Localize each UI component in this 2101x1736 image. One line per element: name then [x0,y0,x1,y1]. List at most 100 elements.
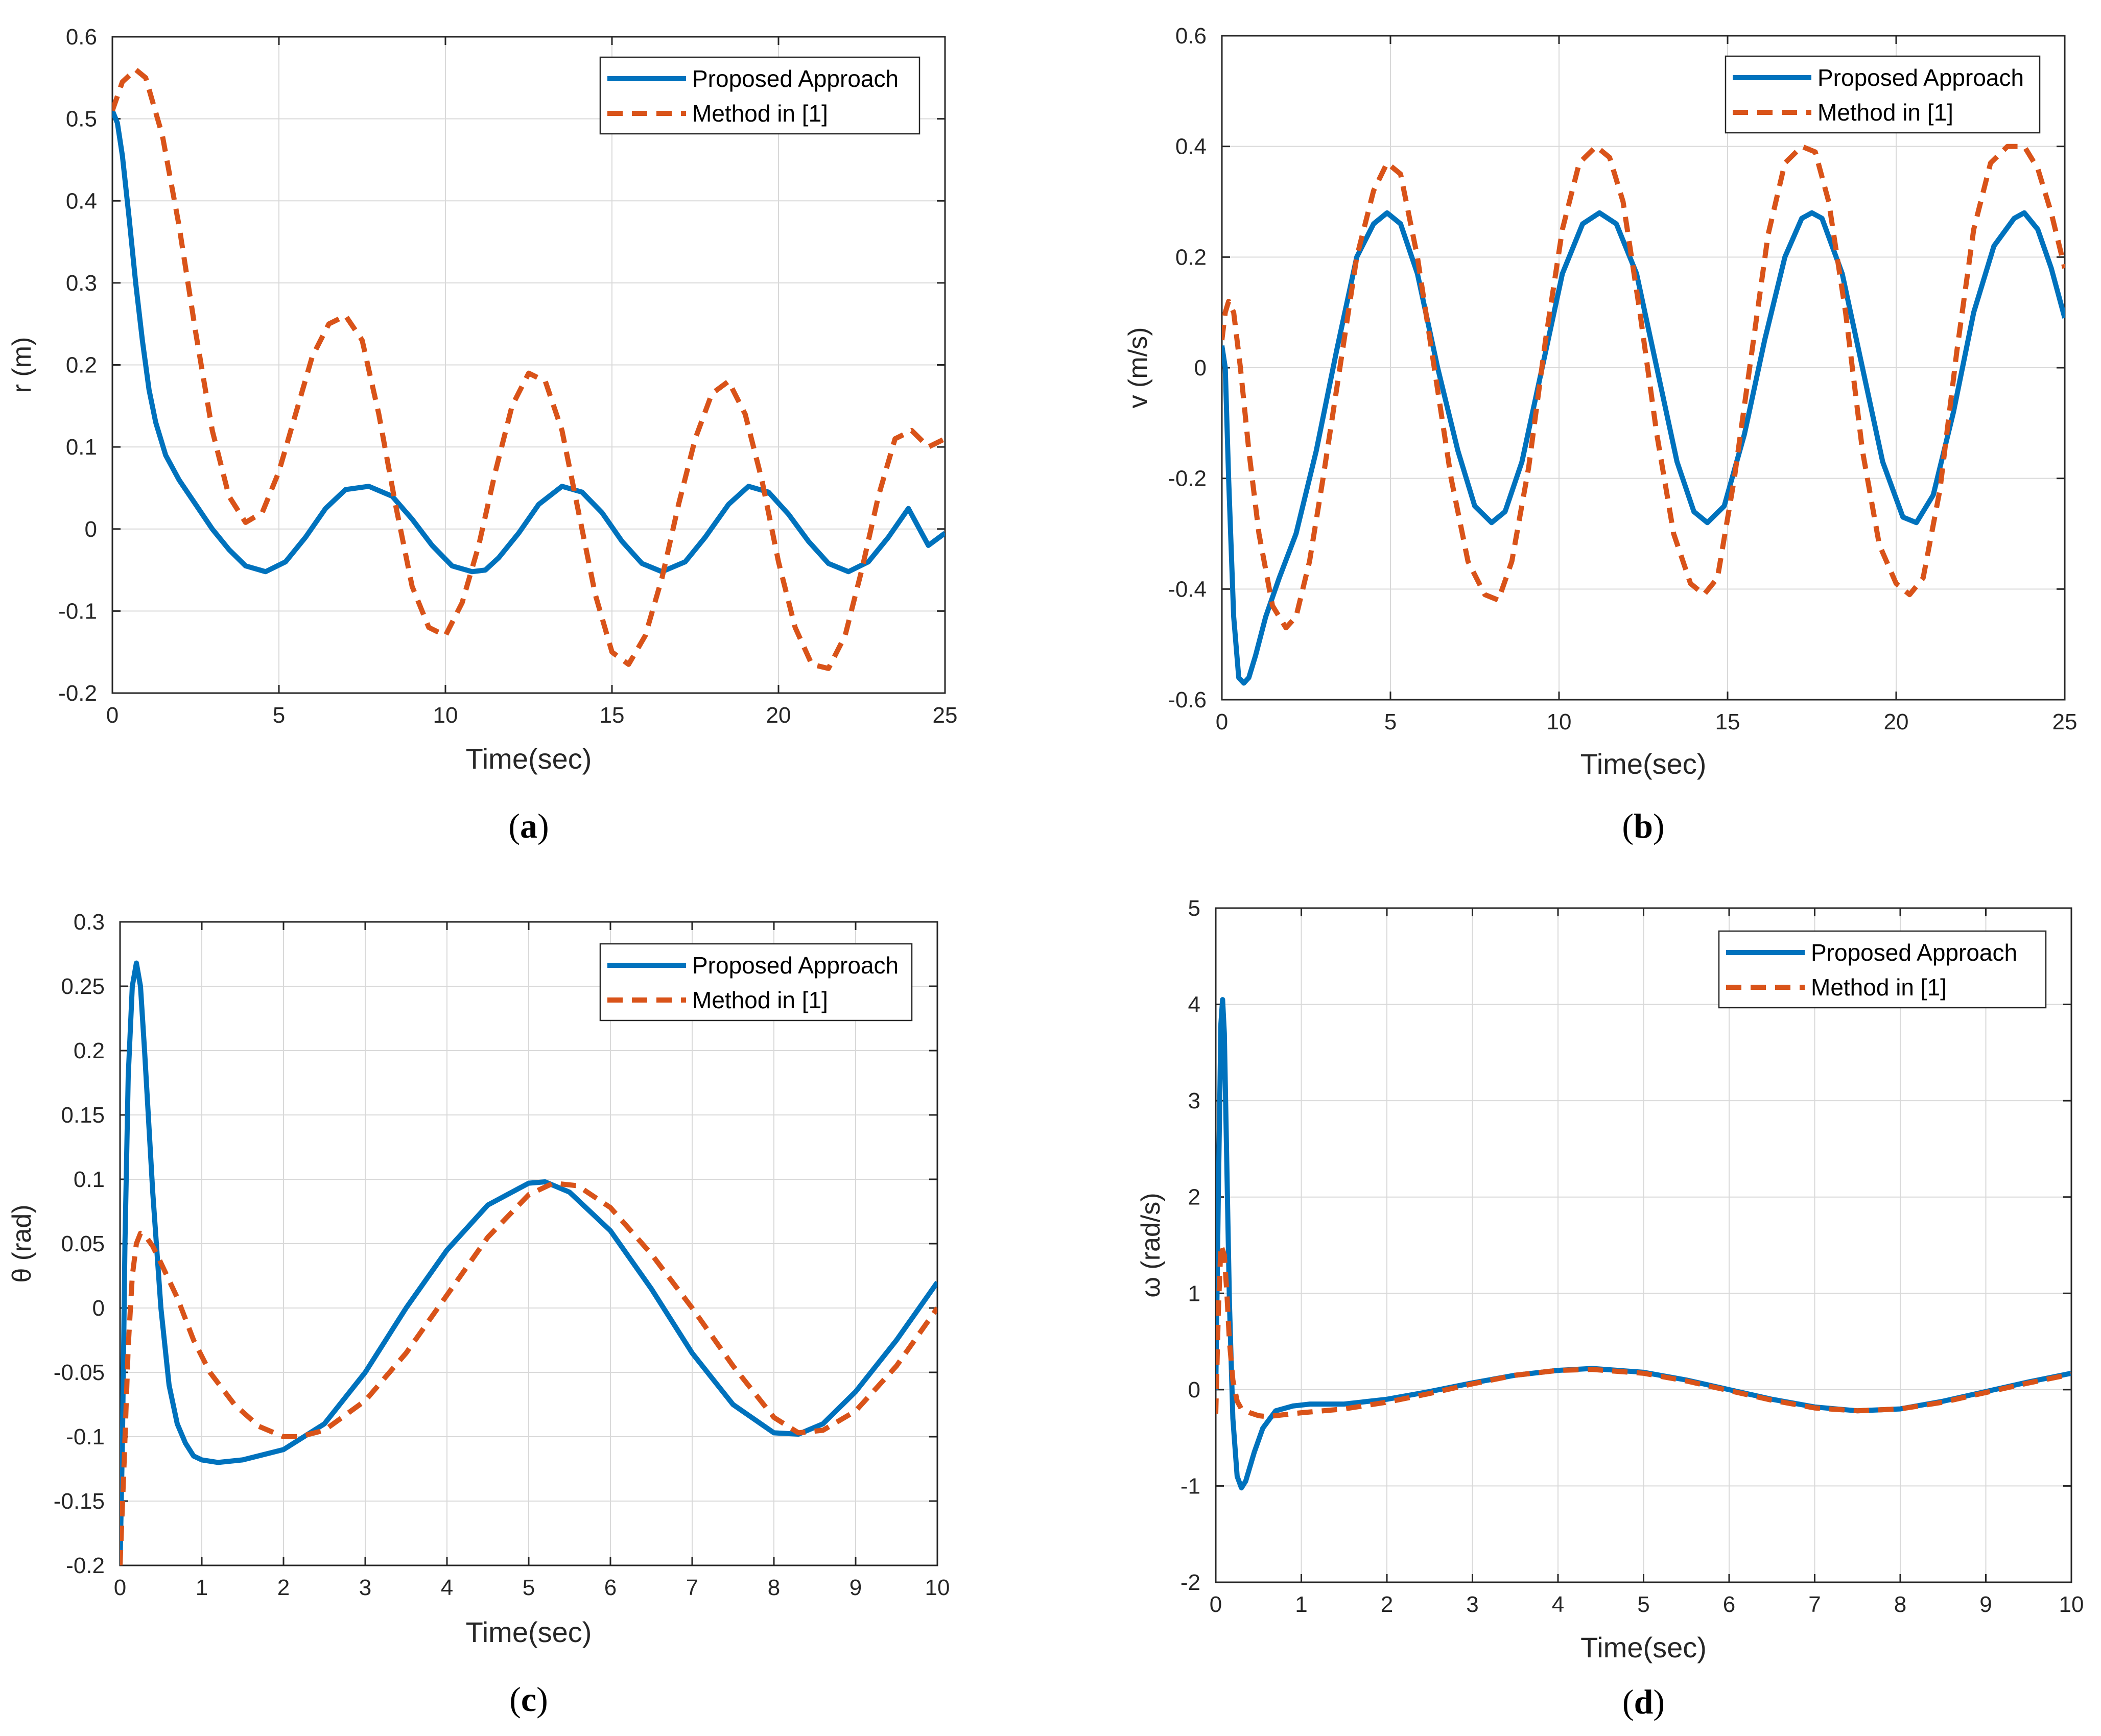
panel-caption-letter: c [521,1680,536,1719]
x-tick-label: 7 [686,1575,698,1600]
y-tick-label: -0.2 [66,1553,105,1578]
y-tick-label: 0.1 [74,1167,105,1192]
x-tick-label: 15 [1715,709,1740,734]
y-tick-label: 3 [1188,1088,1200,1113]
y-tick-label: 0.6 [1175,23,1207,49]
y-tick-label: 0.4 [66,188,97,213]
x-tick-label: 1 [196,1575,208,1600]
y-tick-label: 0.15 [61,1103,105,1128]
series-line-method-in-1 [1216,1243,2071,1419]
panel-caption-letter: b [1634,806,1653,845]
y-tick-label: 0.6 [66,25,97,50]
legend: Proposed Approach Method in [1] [599,56,920,135]
y-tick-label: -0.15 [54,1489,105,1514]
legend-box [599,943,913,1021]
y-tick-label: -0.1 [58,599,97,624]
y-tick-label: 0.5 [66,107,97,132]
y-tick-label: 0.1 [66,435,97,460]
legend-label-method-in-1: Method in [1] [1817,99,1953,126]
x-tick-label: 10 [1547,709,1572,734]
legend: Proposed Approach Method in [1] [1718,930,2047,1009]
y-tick-label: 0.2 [66,353,97,378]
chart-panel-c: 0 1 2 3 4 5 6 7 8 9 10 -0.2 -0.15 -0.1 -0.05 0 0.05 0.1 0.… [7,910,950,1719]
x-axis-label: Time(sec) [1580,1631,1707,1663]
y-tick-label: 0.05 [61,1231,105,1256]
y-tick-label: 5 [1188,896,1200,921]
y-tick-label: 0.25 [61,974,105,999]
x-tick-label: 25 [2052,709,2078,734]
chart-panel-d: 0 1 2 3 4 5 6 7 8 9 10 -2 -1 0 1 2 3 4 5 Time(sec) ω (rad/s)… [1136,896,2084,1721]
x-tick-label: 10 [433,703,458,728]
x-tick-label: 20 [766,703,791,728]
panel-caption-letter: a [520,806,537,845]
legend-box [1718,930,2047,1009]
y-tick-label: 0.4 [1175,134,1207,159]
y-tick-label: -1 [1181,1473,1200,1499]
x-tick-label: 10 [2059,1592,2084,1617]
x-tick-label: 8 [768,1575,780,1600]
chart-panel-b: 0 5 10 15 20 25 -0.6 -0.4 -0.2 0 0.2 0.4 0.6 Time(sec… [1123,23,2077,845]
x-tick-label: 8 [1894,1592,1906,1617]
panel-caption: (a) [508,806,549,845]
series-line-proposed-approach [112,109,945,575]
series-line-proposed-approach [1222,210,2065,686]
legend-label-proposed-approach: Proposed Approach [1811,939,2017,966]
y-tick-label: -0.6 [1168,687,1207,712]
x-tick-label: 0 [1210,1592,1222,1617]
series-line-method-in-1 [1222,144,2065,631]
legend-label-proposed-approach: Proposed Approach [692,65,899,92]
y-axis-label: ω (rad/s) [1136,1193,1166,1297]
x-axis-label: Time(sec) [466,1616,592,1648]
x-tick-label: 1 [1295,1592,1307,1617]
y-tick-label: 0 [85,517,97,542]
x-tick-label: 6 [1723,1592,1735,1617]
y-tick-label: 0 [1188,1377,1200,1402]
y-tick-label: 0 [1194,355,1207,381]
y-axis-label: r (m) [7,337,37,393]
x-tick-label: 25 [933,703,958,728]
y-axis-label: v (m/s) [1123,327,1153,409]
x-tick-label: 20 [1884,709,1909,734]
y-tick-label: -0.4 [1168,577,1207,602]
x-tick-label: 9 [849,1575,862,1600]
x-tick-label: 2 [277,1575,290,1600]
x-tick-label: 0 [1216,709,1228,734]
legend-label-method-in-1: Method in [1] [1811,974,1947,1001]
y-tick-label: 0 [92,1296,105,1321]
x-axis-label: Time(sec) [466,743,592,775]
x-tick-label: 5 [1384,709,1397,734]
y-tick-label: 4 [1188,992,1200,1017]
legend-box [1725,55,2041,134]
y-tick-label: 0.2 [1175,245,1207,270]
x-tick-label: 6 [604,1575,617,1600]
x-tick-label: 0 [114,1575,126,1600]
panel-caption-letter: d [1634,1682,1654,1721]
legend-label-proposed-approach: Proposed Approach [692,952,899,979]
y-tick-label: 0.2 [74,1038,105,1063]
y-tick-label: -0.2 [1168,466,1207,491]
y-tick-label: -2 [1181,1570,1200,1595]
x-tick-label: 9 [1979,1592,1992,1617]
y-tick-label: -0.05 [54,1360,105,1385]
y-tick-label: 0.3 [66,271,97,296]
x-axis-label: Time(sec) [1580,748,1707,780]
x-tick-label: 10 [925,1575,950,1600]
x-tick-label: 4 [441,1575,453,1600]
legend-label-method-in-1: Method in [1] [692,987,828,1013]
x-tick-label: 0 [106,703,119,728]
y-tick-label: 1 [1188,1281,1200,1306]
x-tick-label: 2 [1381,1592,1393,1617]
legend-label-proposed-approach: Proposed Approach [1817,64,2024,91]
chart-panel-a: 0 5 10 15 20 25 -0.2 -0.1 0 0.1 0.2 0.3 0.4 0.5 0.6 Tim… [7,25,957,845]
x-tick-label: 7 [1808,1592,1821,1617]
panel-caption: (d) [1622,1682,1665,1721]
y-tick-label: 2 [1188,1185,1200,1210]
x-tick-label: 5 [273,703,285,728]
x-tick-label: 3 [1466,1592,1478,1617]
x-tick-label: 4 [1552,1592,1564,1617]
y-tick-label: -0.1 [66,1424,105,1449]
y-tick-label: -0.2 [58,681,97,706]
series-line-method-in-1 [112,67,945,671]
